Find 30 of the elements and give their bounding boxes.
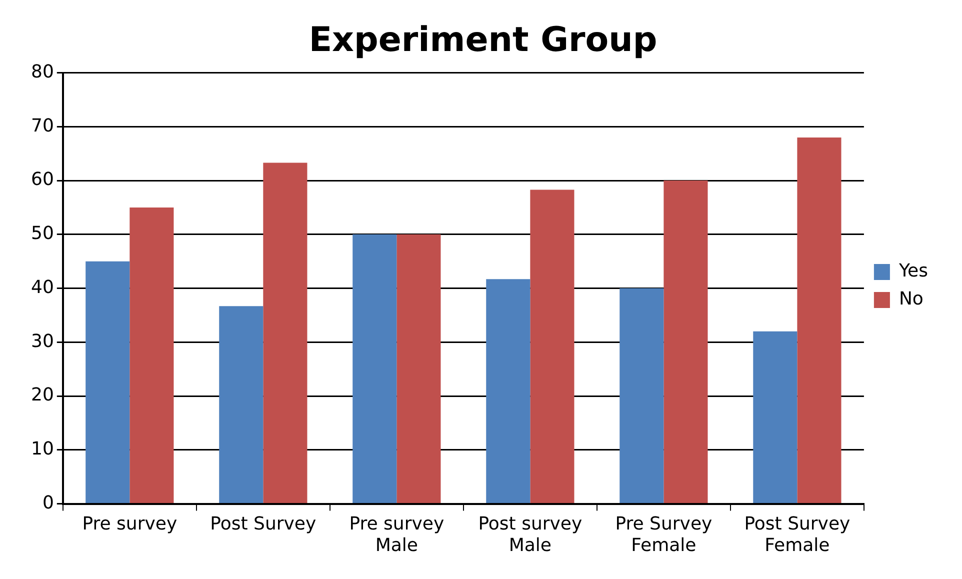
y-tick-label: 40: [31, 276, 54, 298]
bar: [86, 261, 130, 504]
bar: [396, 234, 441, 504]
y-tick-label: 0: [42, 492, 54, 514]
legend-label: No: [898, 288, 924, 310]
x-tick-label: Pre survey: [82, 513, 178, 534]
y-tick-label: 20: [31, 384, 54, 406]
x-tick-label: Pre survey Male: [349, 513, 444, 556]
legend-label: Yes: [898, 260, 928, 282]
x-tick-label: Post survey Male: [478, 513, 582, 556]
bar: [486, 279, 530, 504]
y-tick-label: 10: [31, 438, 54, 460]
y-tick-label: 80: [31, 61, 54, 82]
bar: [219, 306, 264, 504]
bar: [130, 207, 174, 504]
bar: [797, 137, 842, 504]
bar: [263, 162, 308, 504]
bar: [530, 190, 574, 504]
bar: [352, 234, 397, 504]
y-tick-label: 60: [31, 169, 54, 190]
x-tick-label: Post Survey Female: [744, 513, 851, 556]
bar: [664, 180, 708, 504]
chart-title: Experiment Group: [308, 20, 658, 60]
bar: [620, 288, 664, 504]
x-tick-label: Post Survey: [210, 513, 317, 534]
bar: [753, 331, 798, 504]
y-tick-label: 30: [31, 330, 54, 352]
y-tick-label: 70: [31, 115, 54, 136]
x-tick-label: Pre Survey Female: [615, 513, 713, 556]
y-tick-label: 50: [31, 223, 54, 244]
